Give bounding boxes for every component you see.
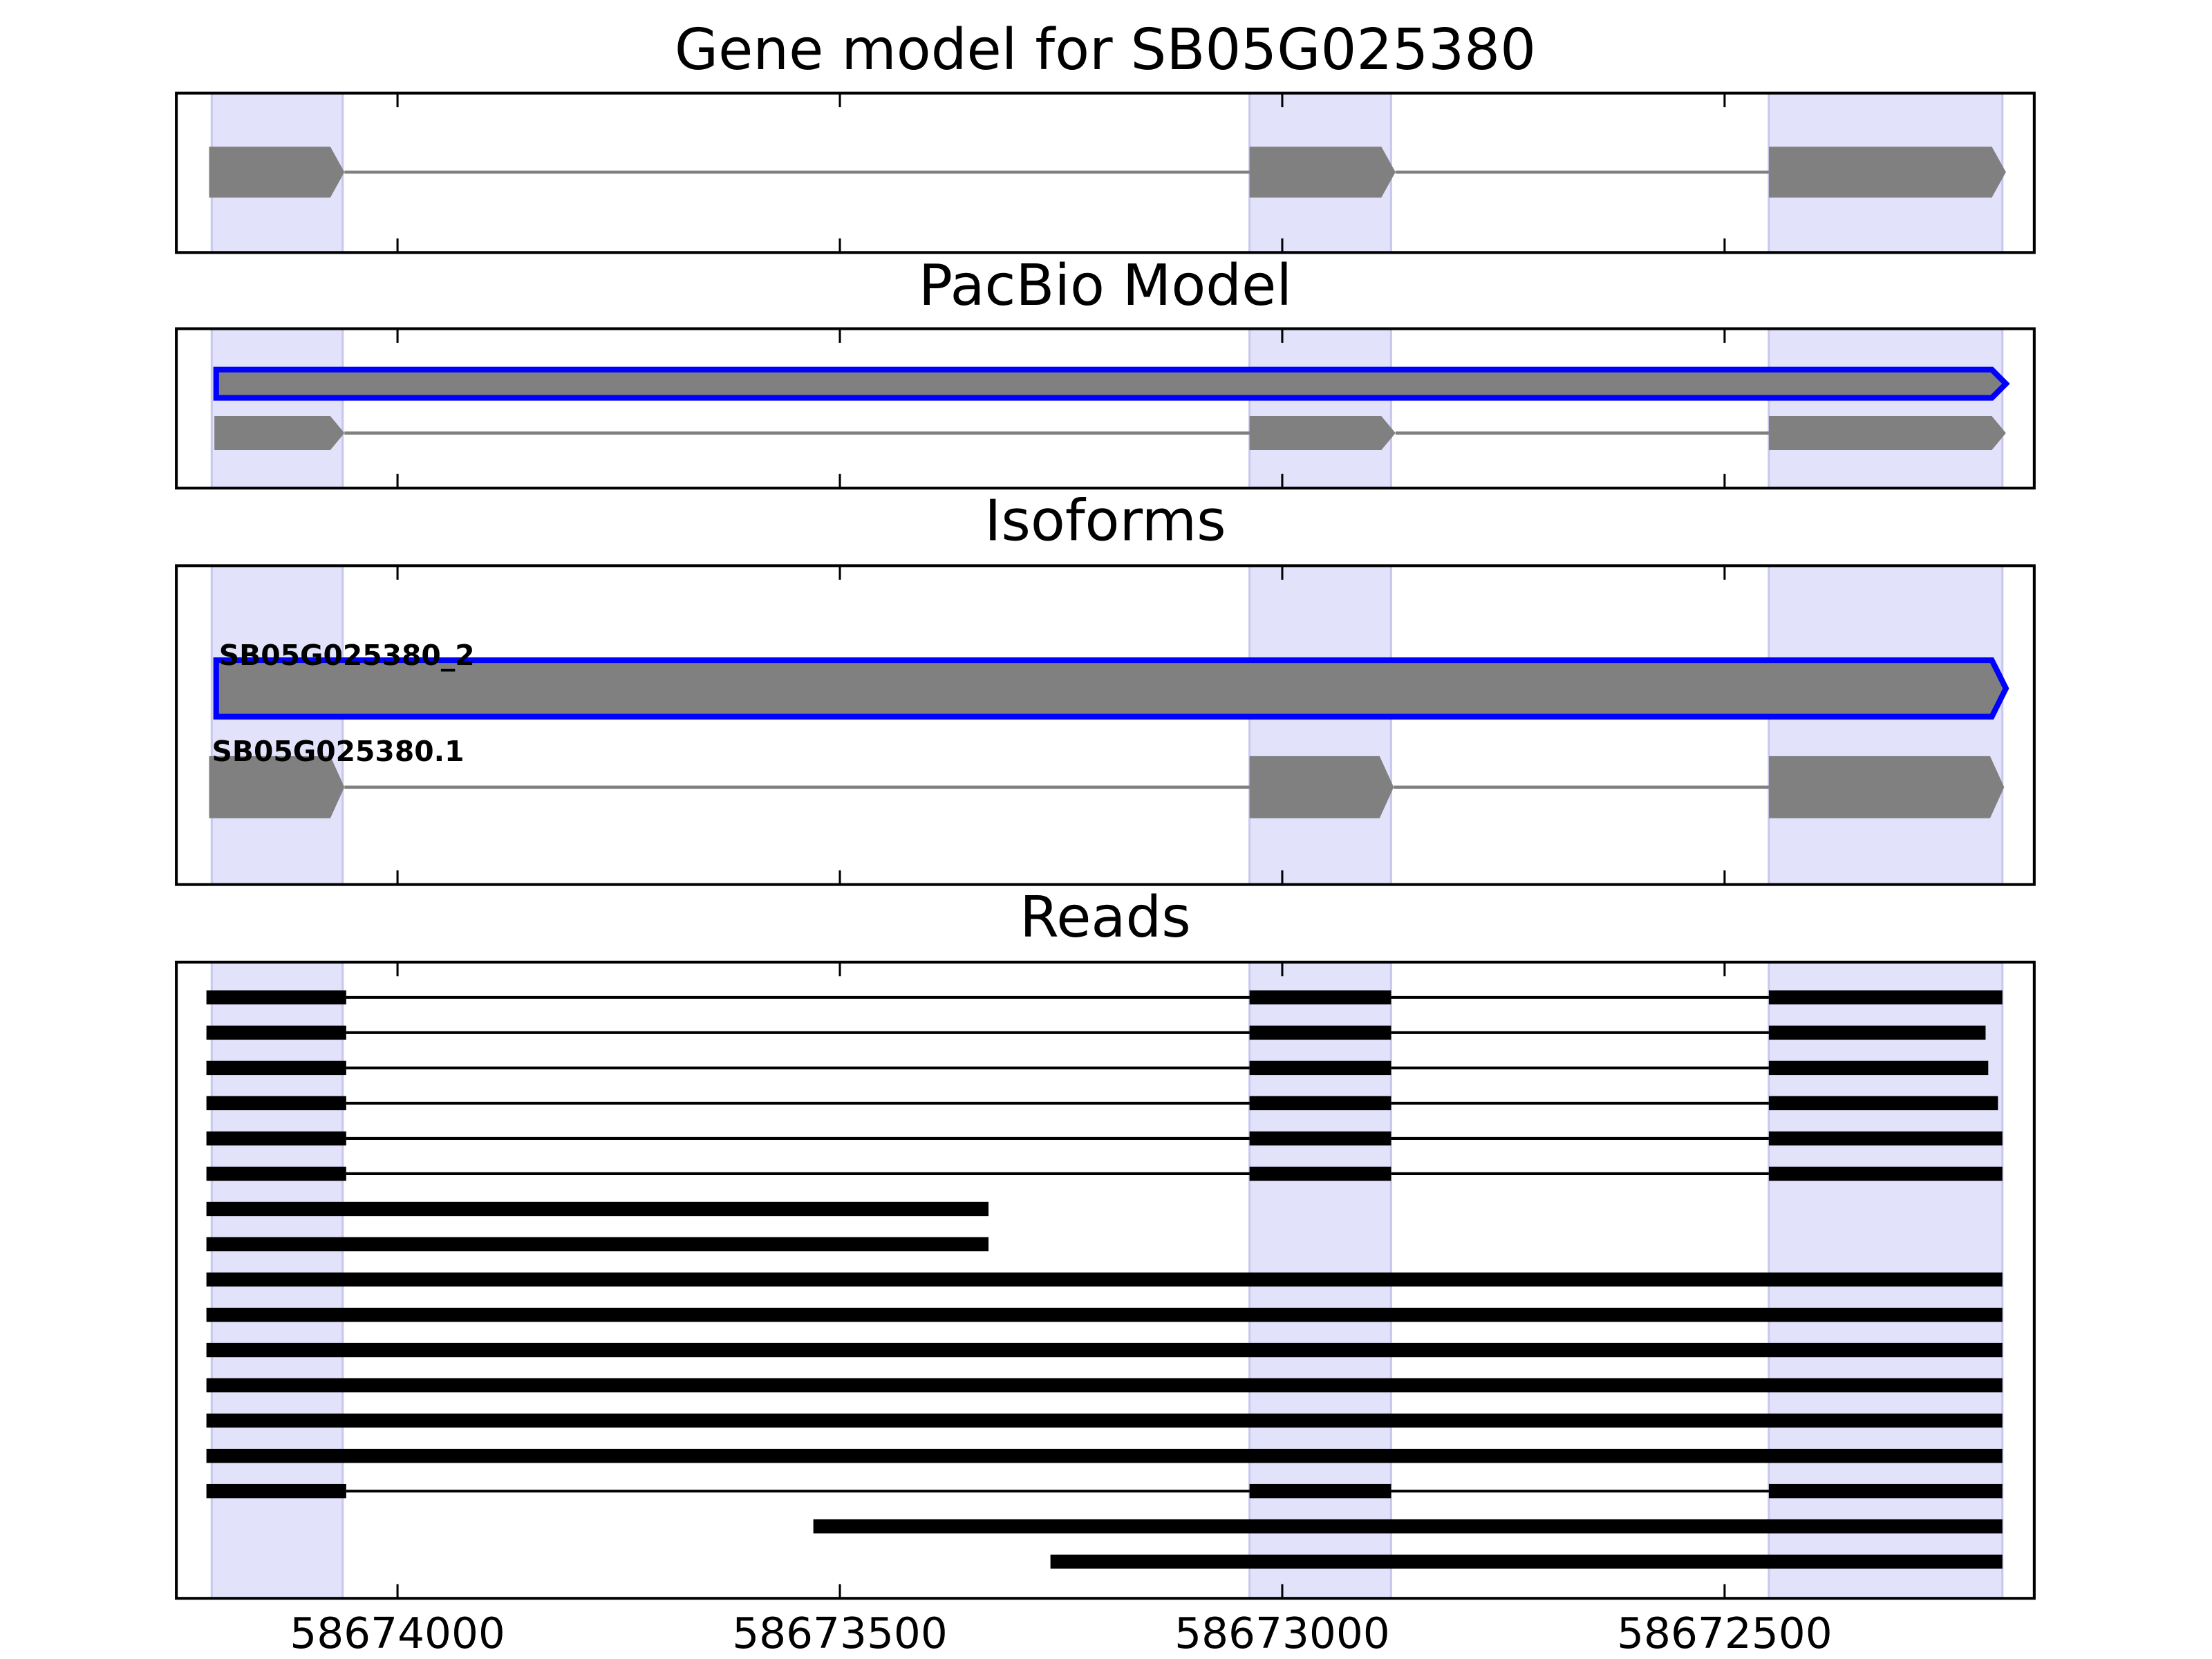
panel-title: Isoforms	[984, 489, 1226, 554]
read-block	[206, 1131, 346, 1146]
read-block	[1768, 1025, 1986, 1040]
panel-frame	[175, 960, 2036, 1600]
exon-region	[1768, 564, 2004, 886]
read-block	[1249, 1025, 1391, 1040]
read-block	[1249, 1096, 1391, 1111]
read-block	[1249, 1483, 1391, 1499]
exon-region	[210, 327, 344, 489]
read-block	[206, 1448, 2003, 1463]
read-block	[1768, 1166, 2003, 1181]
read-block	[206, 1307, 2003, 1322]
read-block	[206, 1237, 989, 1252]
read-block	[1768, 1096, 1998, 1111]
exon	[1249, 756, 1394, 818]
isoform-label: SB05G025380.1	[212, 735, 465, 768]
exon	[1768, 756, 2005, 818]
panel-title: Reads	[1020, 885, 1191, 950]
read-block	[1249, 990, 1391, 1005]
x-tick-label: 58674000	[290, 1609, 505, 1658]
read-block	[1050, 1554, 2003, 1569]
exon	[213, 657, 2009, 720]
read-block	[206, 1025, 346, 1040]
read-block	[206, 1096, 346, 1111]
read-block	[206, 1413, 2003, 1428]
read-block	[206, 1201, 989, 1217]
read-block	[1768, 990, 2003, 1005]
read-block	[206, 1342, 2003, 1358]
read-block	[206, 990, 346, 1005]
exon	[1768, 416, 2006, 451]
exon	[213, 366, 2010, 401]
read-block	[206, 1378, 2003, 1393]
read-block	[206, 1166, 346, 1181]
read-block	[1249, 1060, 1391, 1076]
exon	[214, 416, 345, 451]
read-block	[206, 1483, 346, 1499]
panel-frame	[175, 327, 2036, 490]
isoform-label: SB05G025380_2	[219, 639, 475, 672]
x-tick-label: 58673500	[732, 1609, 948, 1658]
panel-frame	[175, 564, 2036, 886]
read-block	[1249, 1131, 1391, 1146]
exon	[209, 756, 345, 818]
read-block	[813, 1519, 2003, 1534]
panel-title: PacBio Model	[919, 253, 1292, 319]
read-block	[1768, 1060, 1989, 1076]
read-block	[1768, 1131, 2003, 1146]
exon-region	[1248, 564, 1392, 886]
exon-region	[1248, 327, 1392, 489]
x-tick-label: 58672500	[1617, 1609, 1833, 1658]
exon	[209, 147, 345, 198]
read-block	[1768, 1483, 2003, 1499]
panel-frame	[175, 91, 2036, 254]
exon-region	[210, 564, 344, 886]
exon-region	[1768, 327, 2004, 489]
read-block	[206, 1060, 346, 1076]
exon	[1249, 147, 1396, 198]
read-block	[1249, 1166, 1391, 1181]
x-tick-label: 58673000	[1174, 1609, 1390, 1658]
panel-title: Gene model for SB05G025380	[675, 17, 1536, 83]
exon	[1768, 147, 2006, 198]
exon	[1249, 416, 1396, 451]
read-block	[206, 1272, 2003, 1287]
